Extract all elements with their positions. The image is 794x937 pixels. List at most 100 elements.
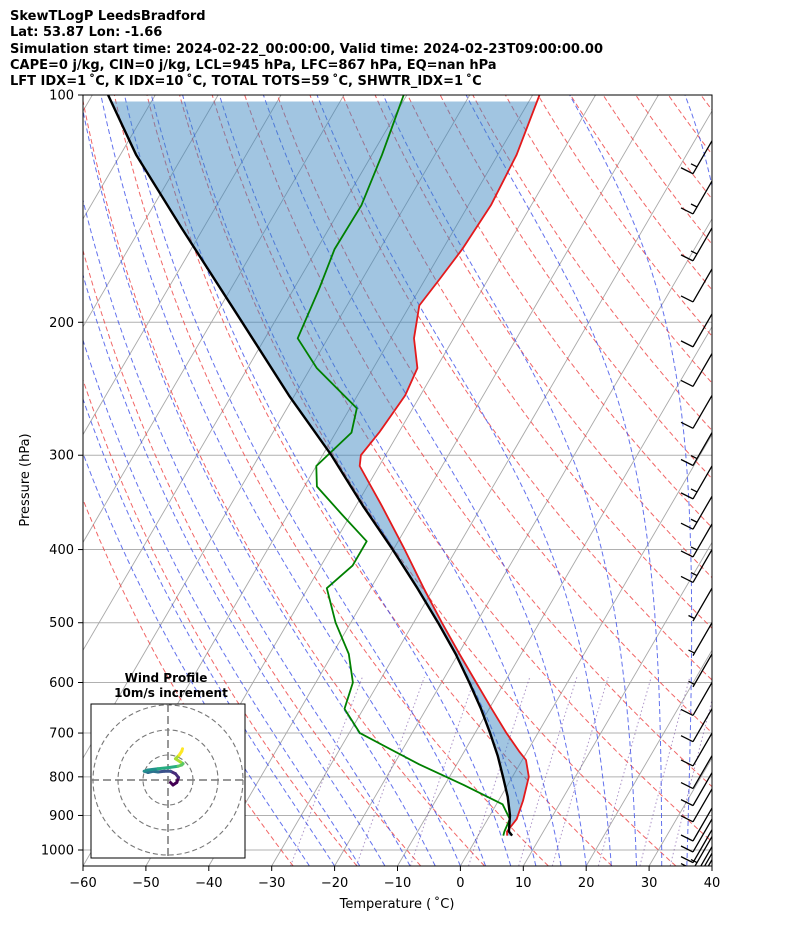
barb-half-flag bbox=[688, 649, 695, 654]
dry-adiabat bbox=[83, 98, 485, 866]
wind-barb bbox=[680, 395, 712, 429]
dry-adiabat bbox=[146, 95, 613, 866]
x-tick-label: 10 bbox=[515, 876, 532, 891]
chart-title: SkewTLogP LeedsBradford bbox=[10, 9, 206, 24]
barb-flag bbox=[680, 379, 694, 388]
cin-shaded-area bbox=[111, 101, 538, 836]
barb-staff bbox=[692, 465, 712, 500]
barb-staff bbox=[692, 227, 712, 262]
barb-staff bbox=[692, 523, 712, 558]
x-tick-label: 20 bbox=[578, 876, 595, 891]
barb-flag bbox=[680, 575, 694, 584]
barb-staff bbox=[694, 836, 712, 866]
barb-flag bbox=[680, 856, 694, 864]
wind-barb bbox=[680, 788, 712, 823]
x-tick-label: 40 bbox=[704, 876, 721, 891]
barb-flag bbox=[680, 759, 694, 767]
mixing-ratio-line bbox=[551, 676, 609, 866]
wind-barb bbox=[680, 549, 712, 584]
barb-half-flag bbox=[691, 883, 697, 886]
barb-flag bbox=[680, 421, 694, 429]
hodograph-subtitle: 10m/s increment bbox=[114, 686, 228, 700]
dry-adiabat bbox=[83, 378, 358, 866]
barb-half-flag bbox=[690, 571, 698, 577]
wind-barb bbox=[688, 587, 712, 622]
x-axis-ticks: −60 −50 −40 −30 −20 −10 0 10 20 30 40 bbox=[69, 866, 720, 891]
mixing-ratio-lines bbox=[290, 676, 712, 866]
isotherm bbox=[83, 95, 345, 544]
barb-flag bbox=[680, 522, 694, 530]
barb-half-flag bbox=[690, 163, 698, 168]
y-axis-label: Pressure (hPa) bbox=[18, 433, 33, 526]
wind-barb bbox=[680, 465, 712, 500]
barb-staff bbox=[692, 653, 712, 688]
chart-header: SkewTLogP LeedsBradford Lat: 53.87 Lon: … bbox=[10, 9, 603, 90]
wind-barb bbox=[700, 846, 712, 866]
barb-flag bbox=[680, 782, 694, 790]
hodograph-trace-segment bbox=[156, 766, 171, 771]
barb-staff bbox=[692, 818, 712, 853]
isotherm bbox=[271, 110, 712, 866]
hodograph-trace-segment bbox=[180, 747, 184, 753]
barb-staff bbox=[692, 807, 712, 842]
mixing-ratio-line bbox=[468, 676, 531, 866]
wind-barb bbox=[680, 708, 712, 743]
hodograph-inset: Wind Profile 10m/s increment bbox=[90, 671, 246, 859]
barb-staff bbox=[692, 622, 712, 656]
y-tick-label: 1000 bbox=[41, 844, 74, 859]
isotherm bbox=[460, 433, 712, 866]
y-tick-label: 700 bbox=[49, 727, 74, 742]
barb-half-flag bbox=[690, 546, 698, 551]
barb-staff bbox=[692, 313, 712, 348]
barb-staff bbox=[692, 495, 712, 530]
barb-flag bbox=[680, 845, 694, 853]
dry-adiabat bbox=[700, 95, 712, 111]
barb-flag bbox=[680, 550, 694, 558]
barb-staff bbox=[692, 268, 712, 303]
barb-half-flag bbox=[691, 876, 697, 879]
isotherm bbox=[83, 95, 93, 112]
barb-staff bbox=[692, 682, 712, 716]
barb-flag bbox=[680, 167, 694, 175]
dry-adiabat bbox=[276, 95, 712, 734]
dry-adiabat bbox=[179, 95, 677, 866]
wind-barb bbox=[680, 732, 712, 767]
location-line: Lat: 53.87 Lon: -1.66 bbox=[10, 25, 163, 41]
barb-flag bbox=[680, 458, 694, 467]
x-tick-label: 0 bbox=[456, 876, 464, 891]
barb-staff bbox=[703, 852, 712, 866]
barb-flag bbox=[680, 735, 694, 743]
barb-flag bbox=[680, 834, 694, 842]
wind-barb bbox=[680, 772, 712, 807]
barb-half-flag bbox=[690, 250, 698, 255]
isotherm bbox=[711, 865, 712, 866]
dry-adiabat bbox=[83, 498, 294, 866]
wind-barb bbox=[680, 755, 712, 790]
barb-staff bbox=[692, 788, 712, 823]
hodograph-plot bbox=[91, 704, 245, 858]
wind-barb bbox=[680, 313, 712, 348]
isotherm bbox=[334, 217, 712, 866]
wind-barb bbox=[680, 432, 712, 467]
isotherm bbox=[83, 95, 282, 436]
barb-staff bbox=[692, 432, 712, 466]
moist-adiabat bbox=[83, 198, 411, 866]
barb-staff bbox=[692, 755, 712, 789]
moist-adiabat bbox=[218, 95, 562, 866]
x-tick-label: 30 bbox=[641, 876, 658, 891]
dry-adiabat bbox=[342, 95, 712, 629]
barb-flag bbox=[680, 492, 694, 500]
x-tick-label: −40 bbox=[195, 876, 222, 891]
isotherm bbox=[585, 649, 712, 866]
dry-adiabat bbox=[733, 95, 794, 866]
barb-half-flag bbox=[690, 488, 698, 493]
dry-adiabats bbox=[83, 95, 794, 866]
wind-barb bbox=[680, 140, 712, 175]
isotherm bbox=[83, 95, 219, 328]
y-tick-label: 300 bbox=[49, 449, 74, 464]
barb-half-flag bbox=[688, 680, 695, 685]
wind-barb bbox=[680, 682, 712, 716]
barb-flag bbox=[680, 815, 694, 823]
mixing-ratio-line bbox=[597, 676, 652, 866]
barb-staff bbox=[692, 395, 712, 429]
